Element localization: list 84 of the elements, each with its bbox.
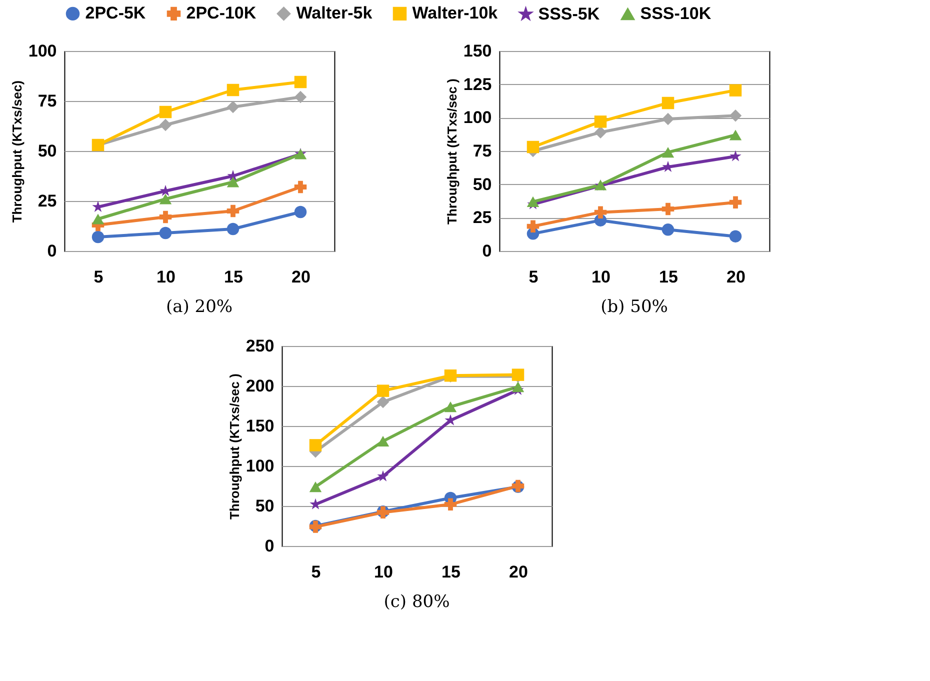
point bbox=[294, 180, 307, 194]
legend-label: Walter-5k bbox=[296, 4, 373, 23]
y-tick-label: 125 bbox=[463, 74, 492, 94]
point bbox=[444, 401, 457, 412]
point bbox=[594, 206, 607, 218]
y-tick-label: 50 bbox=[38, 142, 57, 160]
legend-label: Walter-10k bbox=[412, 4, 498, 23]
point bbox=[444, 498, 457, 511]
x-tick-label: 15 bbox=[659, 268, 678, 286]
point bbox=[226, 84, 240, 96]
point bbox=[294, 76, 307, 88]
point bbox=[159, 210, 172, 224]
point bbox=[159, 118, 172, 132]
point bbox=[226, 204, 240, 218]
y-tick-label: 100 bbox=[246, 456, 274, 476]
y-tick-label: 150 bbox=[463, 42, 492, 60]
y-axis-title: Throughput (KTxs/sec) bbox=[9, 80, 24, 223]
point bbox=[159, 106, 172, 118]
y-tick-label: 150 bbox=[246, 416, 274, 436]
point bbox=[92, 214, 104, 224]
point bbox=[226, 222, 240, 236]
y-tick-label: 0 bbox=[264, 536, 274, 556]
y-tick-label: 50 bbox=[255, 496, 274, 516]
x-tick-label: 5 bbox=[528, 268, 538, 286]
text: (a) 20% bbox=[166, 297, 233, 317]
y-tick-label: 100 bbox=[28, 42, 57, 60]
point bbox=[159, 194, 172, 204]
point bbox=[729, 230, 742, 242]
x-tick-label: 10 bbox=[156, 268, 176, 286]
point bbox=[309, 439, 322, 452]
y-tick-label: 25 bbox=[38, 192, 57, 210]
point bbox=[729, 110, 742, 122]
point bbox=[159, 226, 172, 240]
point bbox=[226, 100, 240, 114]
point bbox=[92, 230, 104, 244]
point bbox=[729, 84, 742, 96]
point bbox=[294, 206, 307, 218]
point bbox=[309, 481, 322, 492]
x-tick-label: 10 bbox=[592, 268, 610, 286]
point bbox=[594, 126, 607, 138]
point bbox=[662, 96, 674, 110]
y-tick-label: 100 bbox=[463, 108, 492, 128]
y-axis-title: Throughput (KTxs/sec ) bbox=[444, 78, 460, 224]
point bbox=[377, 470, 389, 482]
point bbox=[376, 436, 390, 447]
point bbox=[729, 130, 742, 140]
x-tick-label: 10 bbox=[374, 562, 393, 582]
legend-label: 2PC-10K bbox=[186, 4, 257, 23]
point bbox=[294, 90, 307, 104]
text: (b) 50% bbox=[600, 297, 668, 317]
x-tick-label: 15 bbox=[442, 562, 460, 582]
y-tick-label: 25 bbox=[472, 208, 492, 228]
point bbox=[526, 220, 540, 232]
y-axis-title: Throughput (KTxs/sec ) bbox=[226, 374, 242, 520]
y-tick-label: 75 bbox=[38, 92, 57, 110]
y-tick-label: 0 bbox=[47, 242, 57, 260]
y-tick-label: 0 bbox=[482, 242, 492, 260]
point bbox=[729, 196, 742, 208]
x-tick-label: 20 bbox=[509, 562, 528, 582]
point bbox=[376, 384, 390, 397]
y-tick-label: 200 bbox=[246, 376, 274, 396]
legend-label: 2PC-5K bbox=[85, 4, 146, 23]
x-tick-label: 15 bbox=[224, 268, 243, 286]
y-tick-label: 75 bbox=[472, 142, 492, 160]
point bbox=[512, 381, 524, 392]
point bbox=[662, 112, 674, 126]
x-tick-label: 5 bbox=[311, 562, 321, 582]
y-tick-label: 250 bbox=[246, 336, 274, 356]
text: (c) 80% bbox=[384, 592, 450, 612]
point bbox=[526, 140, 540, 154]
point bbox=[226, 176, 240, 188]
point bbox=[662, 147, 674, 158]
point bbox=[730, 150, 742, 162]
legend-label: SSS-10K bbox=[640, 4, 712, 24]
point bbox=[594, 116, 607, 128]
x-tick-label: 20 bbox=[292, 268, 310, 286]
x-tick-label: 20 bbox=[726, 268, 746, 286]
legend-label: SSS-5K bbox=[538, 4, 600, 24]
point bbox=[662, 202, 674, 216]
point bbox=[376, 396, 390, 408]
y-tick-label: 50 bbox=[472, 174, 492, 194]
point bbox=[526, 196, 540, 207]
x-tick-label: 5 bbox=[94, 268, 104, 286]
point bbox=[662, 224, 674, 236]
